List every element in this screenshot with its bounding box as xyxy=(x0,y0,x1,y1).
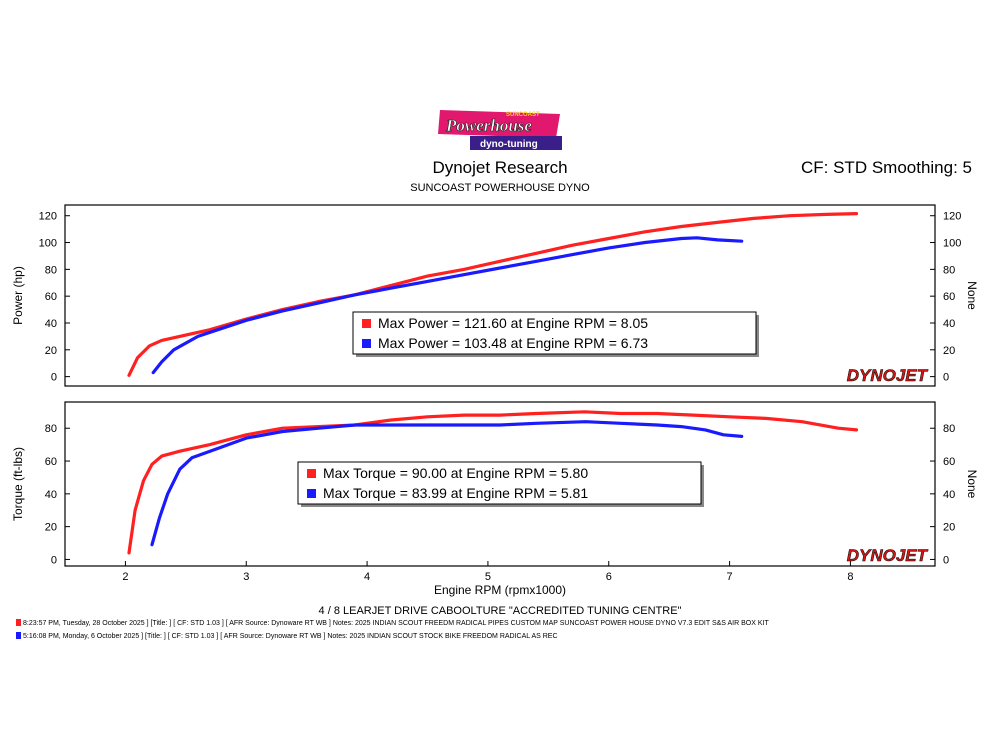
legend-swatch-1 xyxy=(307,469,316,478)
page-subtitle: SUNCOAST POWERHOUSE DYNO xyxy=(410,182,590,194)
run-text-1: 8:23:57 PM, Tuesday, 28 October 2025 ] [… xyxy=(23,620,769,627)
series-line-2 xyxy=(150,420,744,547)
y-tick-label-left: 40 xyxy=(45,318,57,330)
run-info-1: 8:23:57 PM, Tuesday, 28 October 2025 ] [… xyxy=(16,619,769,627)
y-tick-label-left: 60 xyxy=(45,291,57,303)
logo-top-text: SUNCOAST xyxy=(506,112,540,118)
y-tick-label-right: 40 xyxy=(943,489,955,501)
run-color-2 xyxy=(16,632,21,639)
page-title: Dynojet Research xyxy=(432,158,568,177)
x-tick-label: 5 xyxy=(485,571,491,583)
legend-box xyxy=(297,461,702,505)
y-axis-label-right: None xyxy=(965,281,979,310)
legend-text-1: Max Power = 121.60 at Engine RPM = 8.05 xyxy=(378,315,648,331)
y-tick-label-right: 60 xyxy=(943,291,955,303)
y-tick-label-right: 120 xyxy=(943,211,961,223)
y-tick-label-right: 0 xyxy=(943,372,949,384)
legend-swatch-1 xyxy=(362,319,371,328)
shop-address: 4 / 8 LEARJET DRIVE CABOOLTURE "ACCREDIT… xyxy=(318,605,682,617)
run-text-2: 5:16:08 PM, Monday, 6 October 2025 ] [Ti… xyxy=(23,633,558,640)
y-axis-label: Power (hp) xyxy=(11,266,25,325)
legend-box xyxy=(352,311,757,355)
logo-main-text: Powerhouse xyxy=(445,116,532,135)
y-tick-label-right: 20 xyxy=(943,345,955,357)
series-line-2 xyxy=(151,236,744,375)
powerhouse-logo: SUNCOAST Powerhouse dyno-tuning xyxy=(438,110,562,150)
x-tick-label: 6 xyxy=(606,571,612,583)
legend-swatch-2 xyxy=(307,489,316,498)
run-info-2: 5:16:08 PM, Monday, 6 October 2025 ] [Ti… xyxy=(16,632,558,640)
x-axis-label: Engine RPM (rpmx1000) xyxy=(434,583,566,597)
x-tick-label: 4 xyxy=(364,571,370,583)
y-tick-label-left: 20 xyxy=(45,345,57,357)
y-tick-label-left: 20 xyxy=(45,522,57,534)
y-tick-label-left: 100 xyxy=(39,238,57,250)
run-color-1 xyxy=(16,619,21,626)
legend-text-2: Max Power = 103.48 at Engine RPM = 6.73 xyxy=(378,335,648,351)
y-tick-label-left: 80 xyxy=(45,423,57,435)
cf-smoothing-label: CF: STD Smoothing: 5 xyxy=(800,158,972,177)
legend-text-2: Max Torque = 83.99 at Engine RPM = 5.81 xyxy=(323,485,588,501)
dynojet-watermark: DYNOJET xyxy=(847,546,929,565)
y-tick-label-right: 100 xyxy=(943,238,961,250)
series-line-1 xyxy=(127,410,859,555)
legend-text-1: Max Torque = 90.00 at Engine RPM = 5.80 xyxy=(323,465,588,481)
x-tick-label: 3 xyxy=(243,571,249,583)
legend-swatch-2 xyxy=(362,339,371,348)
y-axis-label-right: None xyxy=(965,470,979,499)
y-tick-label-right: 20 xyxy=(943,522,955,534)
y-tick-label-right: 60 xyxy=(943,456,955,468)
series-line-1 xyxy=(127,212,859,377)
y-axis-label: Torque (ft-lbs) xyxy=(11,447,25,521)
dynojet-watermark: DYNOJET xyxy=(847,366,929,385)
y-tick-label-right: 80 xyxy=(943,264,955,276)
y-tick-label-left: 60 xyxy=(45,456,57,468)
y-tick-label-left: 0 xyxy=(51,372,57,384)
x-tick-label: 2 xyxy=(122,571,128,583)
y-tick-label-right: 40 xyxy=(943,318,955,330)
logo-bottom-text: dyno-tuning xyxy=(480,139,538,150)
y-tick-label-left: 40 xyxy=(45,489,57,501)
y-tick-label-right: 0 xyxy=(943,554,949,566)
y-tick-label-left: 80 xyxy=(45,264,57,276)
x-tick-label: 8 xyxy=(847,571,853,583)
plot-frame-1 xyxy=(64,204,936,387)
x-tick-label: 7 xyxy=(727,571,733,583)
y-tick-label-left: 0 xyxy=(51,554,57,566)
y-tick-label-right: 80 xyxy=(943,423,955,435)
y-tick-label-left: 120 xyxy=(39,211,57,223)
